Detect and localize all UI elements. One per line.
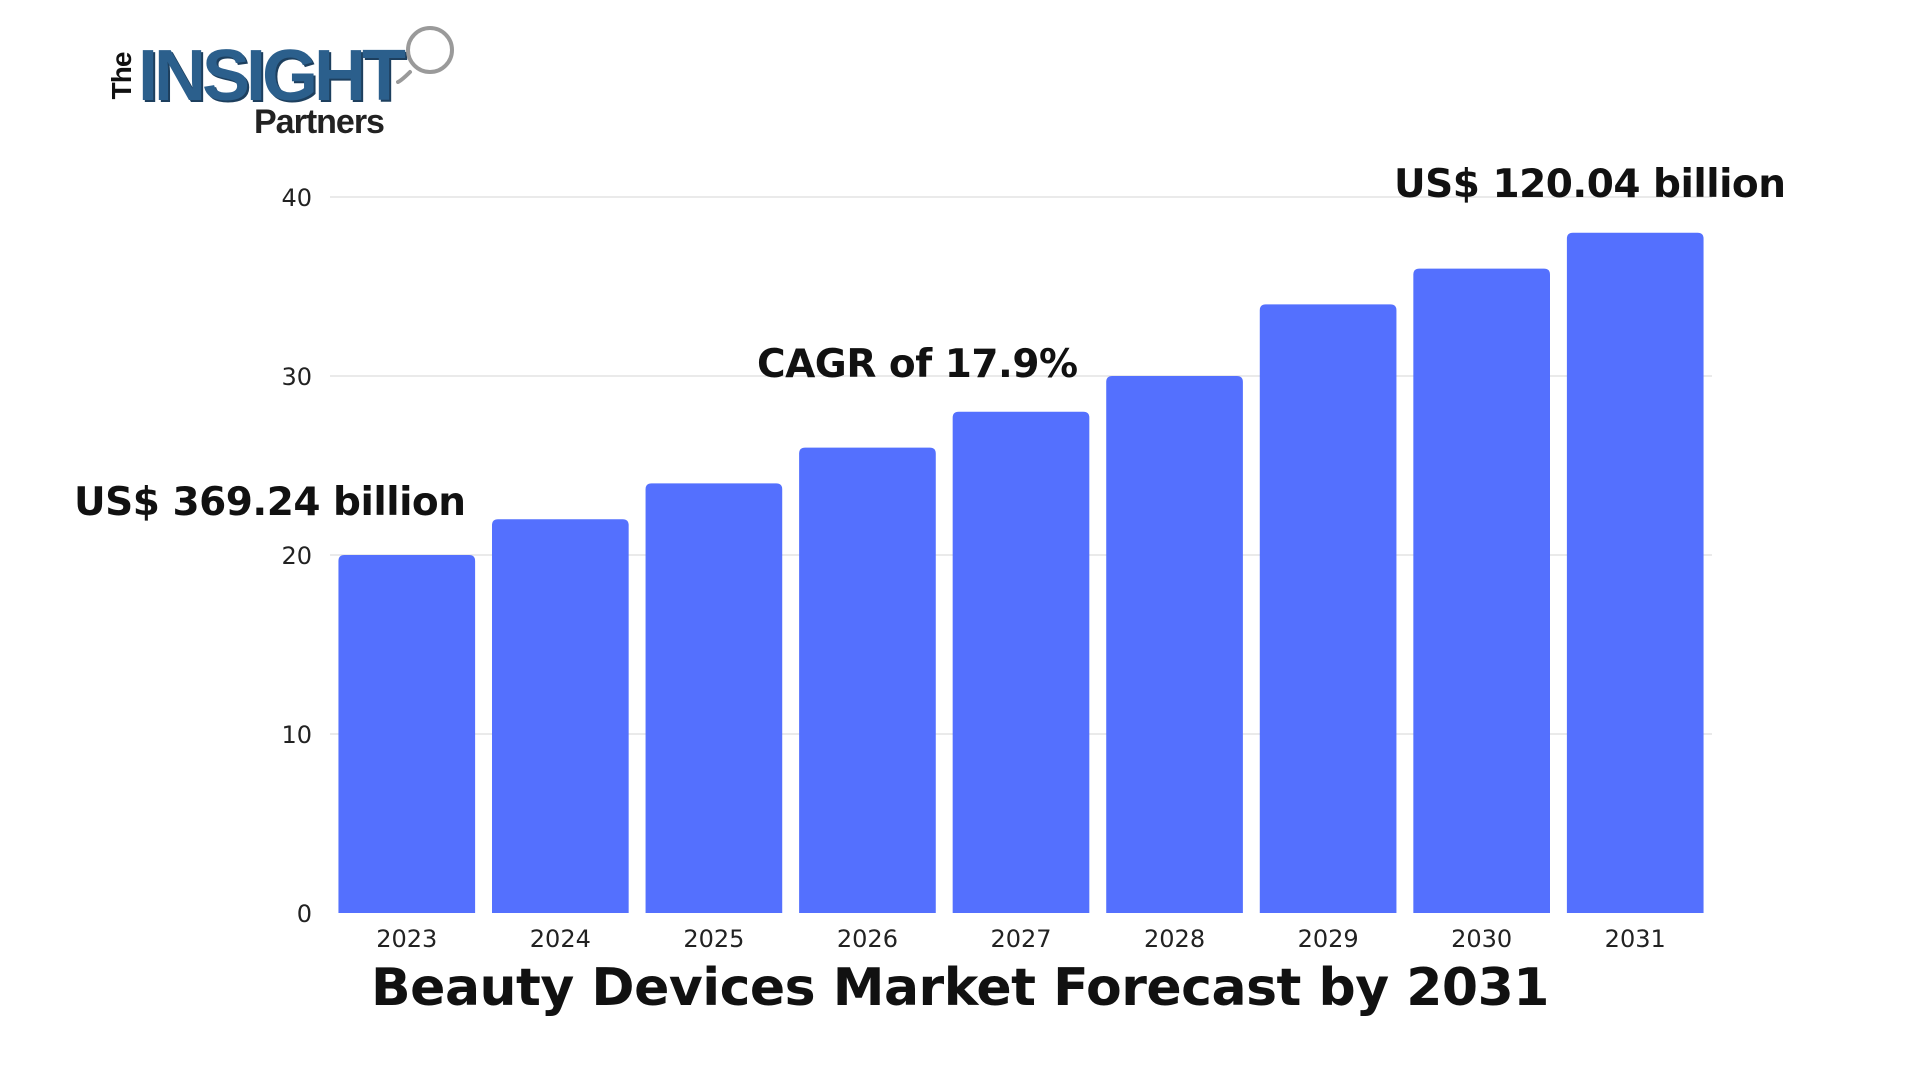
logo-swoosh-icon — [396, 26, 454, 84]
start-value-annotation: US$ 369.24 billion — [74, 480, 466, 525]
bar-2030 — [1413, 268, 1550, 914]
x-tick-label-2025: 2025 — [683, 925, 744, 953]
bar-2023 — [338, 555, 476, 913]
x-tick-label-2024: 2024 — [530, 925, 591, 953]
y-tick-label: 20 — [281, 542, 312, 570]
chart-title: Beauty Devices Market Forecast by 2031 — [371, 958, 1549, 1018]
x-axis-labels: 2023 2024 2025 2026 2027 2028 2029 2030 2031 — [376, 925, 1666, 953]
x-tick-label-2023: 2023 — [376, 925, 437, 953]
bar-2031 — [1566, 232, 1704, 914]
bars — [338, 232, 1704, 914]
y-tick-label: 40 — [281, 184, 312, 212]
bar-2028 — [1106, 376, 1243, 913]
logo-text-insight: INSIGHT — [138, 36, 406, 116]
bar-2024 — [492, 519, 629, 913]
bar-2027 — [952, 411, 1090, 913]
the-insight-partners-logo: The INSIGHT Partners — [106, 22, 454, 141]
y-tick-label: 10 — [281, 721, 312, 749]
y-tick-label: 30 — [281, 363, 312, 391]
x-tick-label-2029: 2029 — [1298, 925, 1359, 953]
x-tick-label-2030: 2030 — [1451, 925, 1512, 953]
bar-2026 — [799, 447, 936, 913]
cagr-annotation: CAGR of 17.9% — [757, 342, 1078, 387]
logo-text-partners: Partners — [254, 103, 385, 141]
end-value-annotation: US$ 120.04 billion — [1394, 162, 1786, 207]
y-axis-ticks: 0 10 20 30 40 — [281, 184, 312, 928]
x-tick-label-2027: 2027 — [990, 925, 1051, 953]
bar-2025 — [645, 483, 783, 913]
x-tick-label-2028: 2028 — [1144, 925, 1205, 953]
y-tick-label: 0 — [297, 900, 312, 928]
bar-2029 — [1259, 304, 1397, 913]
x-tick-label-2026: 2026 — [837, 925, 898, 953]
x-tick-label-2031: 2031 — [1605, 925, 1666, 953]
